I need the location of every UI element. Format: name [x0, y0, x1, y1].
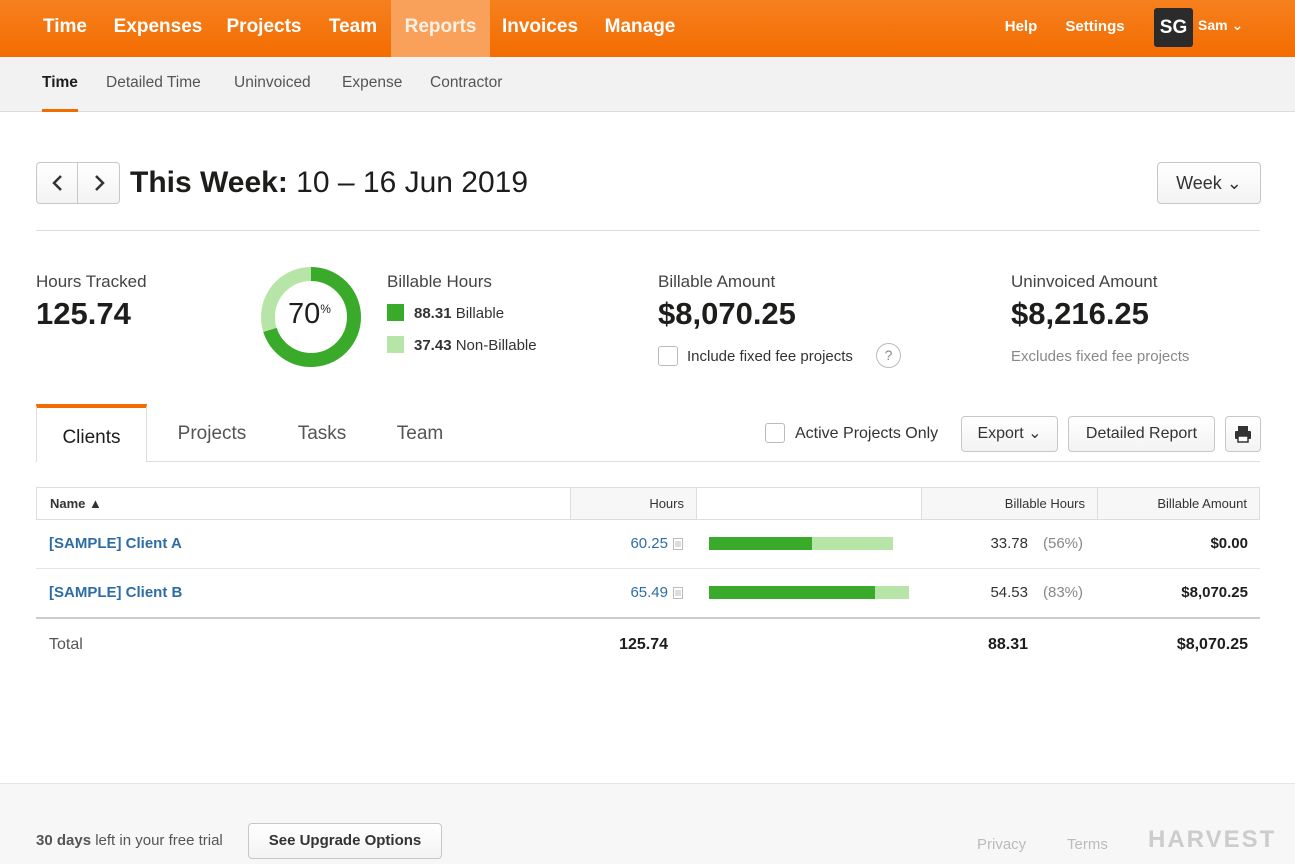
- active-projects-label[interactable]: Active Projects Only: [795, 425, 939, 442]
- include-fixed-label[interactable]: Include fixed fee projects: [687, 348, 853, 365]
- client-a-billable-hours: 33.78: [990, 535, 1028, 552]
- terms-link[interactable]: Terms: [1067, 836, 1108, 853]
- hours-tracked-label: Hours Tracked: [36, 272, 147, 291]
- export-button[interactable]: Export ⌄: [961, 416, 1058, 452]
- client-a-hours[interactable]: 60.25: [630, 535, 668, 552]
- detailed-report-button[interactable]: Detailed Report: [1068, 416, 1215, 452]
- upgrade-button[interactable]: See Upgrade Options: [248, 823, 442, 859]
- nav-team[interactable]: Team: [328, 16, 378, 37]
- chevron-left-icon: [52, 175, 62, 191]
- header-bar: [696, 488, 922, 519]
- subnav-contractor[interactable]: Contractor: [430, 74, 503, 91]
- page-title: This Week: 10 – 16 Jun 2019: [130, 162, 528, 204]
- next-period-button[interactable]: [77, 162, 120, 204]
- client-a-link[interactable]: [SAMPLE] Client A: [49, 535, 182, 552]
- privacy-link[interactable]: Privacy: [977, 836, 1027, 853]
- client-b-billable-hours: 54.53: [990, 584, 1028, 601]
- help-icon[interactable]: ?: [876, 343, 901, 368]
- chevron-right-icon: [95, 175, 105, 191]
- client-a-billable-pct: (56%): [1043, 535, 1084, 552]
- period-range: 10 – 16 Jun 2019: [296, 166, 529, 199]
- prev-period-button[interactable]: [36, 162, 78, 204]
- nav-reports[interactable]: Reports: [391, 0, 490, 57]
- billable-hours-label: Billable Hours: [387, 272, 492, 291]
- total-billable-hours: 88.31: [987, 636, 1028, 653]
- client-a-amount: $0.00: [1210, 535, 1248, 552]
- note-icon: [673, 538, 683, 550]
- tab-tasks[interactable]: Tasks: [297, 423, 347, 444]
- billable-legend: 88.31 Billable: [414, 305, 505, 322]
- row-divider: [36, 568, 1260, 569]
- header-billable-amount[interactable]: Billable Amount: [1097, 488, 1259, 519]
- total-label: Total: [49, 636, 83, 653]
- trial-notice: 30 days left in your free trial: [36, 832, 223, 849]
- subnav-uninvoiced[interactable]: Uninvoiced: [234, 74, 311, 91]
- billable-amount-label: Billable Amount: [658, 272, 776, 291]
- tab-team[interactable]: Team: [396, 423, 444, 444]
- tabs-baseline: [36, 461, 1260, 462]
- print-icon: [1235, 426, 1251, 443]
- total-divider: [36, 617, 1260, 619]
- note-icon: [673, 587, 683, 599]
- nav-help[interactable]: Help: [1004, 18, 1038, 35]
- print-button[interactable]: [1225, 416, 1261, 452]
- footer: 30 days left in your free trial See Upgr…: [0, 783, 1295, 864]
- subnav-time[interactable]: Time: [42, 57, 78, 112]
- nonbillable-legend: 37.43 Non-Billable: [414, 337, 537, 354]
- harvest-logo: HARVEST: [1148, 826, 1277, 853]
- total-amount: $8,070.25: [1176, 636, 1248, 653]
- billable-amount-value: $8,070.25: [658, 296, 796, 331]
- hours-tracked-value: 125.74: [36, 296, 131, 331]
- divider: [36, 230, 1260, 231]
- header-billable-hours[interactable]: Billable Hours: [921, 488, 1098, 519]
- nav-invoices[interactable]: Invoices: [501, 16, 579, 37]
- nonbillable-swatch: [387, 336, 404, 353]
- client-b-billable-pct: (83%): [1043, 584, 1084, 601]
- subnav-detailed-time[interactable]: Detailed Time: [106, 74, 201, 91]
- billable-donut: [261, 267, 361, 367]
- period-label: This Week:: [130, 166, 288, 199]
- excludes-note: Excludes fixed fee projects: [1011, 348, 1190, 365]
- nav-settings[interactable]: Settings: [1065, 18, 1125, 35]
- view-select[interactable]: Week ⌄: [1157, 162, 1261, 204]
- client-a-billable-bar: [709, 537, 812, 550]
- active-projects-checkbox[interactable]: [765, 423, 785, 443]
- total-hours: 125.74: [619, 636, 668, 653]
- report-subnav: Time Detailed Time Uninvoiced Expense Co…: [0, 57, 1295, 112]
- top-nav: Time Expenses Projects Team Reports Invo…: [0, 0, 1295, 57]
- nav-projects[interactable]: Projects: [226, 16, 302, 37]
- tab-clients[interactable]: Clients: [36, 404, 147, 462]
- subnav-expense[interactable]: Expense: [342, 74, 403, 91]
- user-menu[interactable]: Sam ⌄: [1198, 17, 1244, 33]
- client-b-hours[interactable]: 65.49: [630, 584, 668, 601]
- uninvoiced-amount-value: $8,216.25: [1011, 296, 1149, 331]
- client-b-billable-bar: [709, 586, 875, 599]
- header-hours[interactable]: Hours: [570, 488, 697, 519]
- uninvoiced-amount-label: Uninvoiced Amount: [1011, 272, 1158, 291]
- header-name[interactable]: Name ▲: [50, 496, 102, 511]
- tab-projects[interactable]: Projects: [177, 423, 247, 444]
- client-b-amount: $8,070.25: [1181, 584, 1248, 601]
- billable-swatch: [387, 304, 404, 321]
- donut-percent: 70%: [288, 298, 331, 330]
- table-header: Name ▲ Hours Billable Hours Billable Amo…: [36, 487, 1260, 520]
- nav-expenses[interactable]: Expenses: [113, 16, 203, 37]
- client-b-link[interactable]: [SAMPLE] Client B: [49, 584, 183, 601]
- avatar[interactable]: SG: [1154, 8, 1193, 47]
- nav-manage[interactable]: Manage: [604, 16, 676, 37]
- include-fixed-checkbox[interactable]: [658, 346, 678, 366]
- nav-time[interactable]: Time: [42, 16, 87, 37]
